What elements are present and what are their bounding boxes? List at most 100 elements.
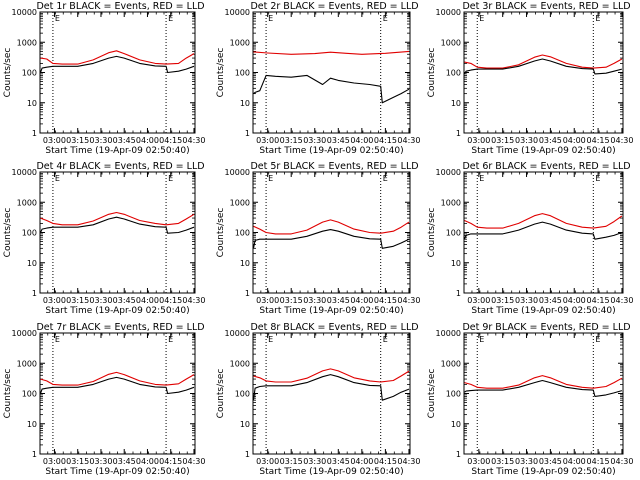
y-tick-label: 100 — [22, 390, 37, 399]
x-tick-label: 04:15 — [159, 457, 182, 466]
x-tick-label: 03:30 — [515, 457, 538, 466]
events-series-line — [463, 221, 623, 240]
y-axis-label: Counts/sec — [3, 208, 13, 258]
x-tick-label: 04:15 — [374, 296, 397, 305]
y-tick-label: 10000 — [436, 8, 461, 17]
x-tick-label: 04:00 — [350, 296, 373, 305]
y-tick-label: 1 — [245, 129, 250, 138]
x-axis-label: Start Time (19-Apr-09 02:50:40) — [259, 306, 403, 316]
x-tick-label: 03:15 — [491, 136, 514, 145]
x-tick-label: 04:00 — [350, 136, 373, 145]
x-tick-label: 03:15 — [66, 136, 89, 145]
x-tick-label: 03:00 — [43, 136, 66, 145]
event-marker-label: E — [268, 335, 273, 344]
x-axis-label: Start Time (19-Apr-09 02:50:40) — [259, 146, 403, 156]
detector-panel: Det 5r BLACK = Events, RED = LLD 1 10 100 10… — [216, 161, 420, 316]
panel-title: Det 2r BLACK = Events, RED = LLD — [250, 1, 418, 12]
event-marker-label: E — [479, 174, 484, 183]
event-marker-label: E — [55, 335, 60, 344]
x-axis-label: Start Time (19-Apr-09 02:50:40) — [45, 306, 189, 316]
plot-frame — [463, 171, 624, 294]
x-tick-label: 04:30 — [397, 296, 420, 305]
x-tick-label: 03:30 — [515, 296, 538, 305]
event-marker-label: E — [168, 335, 173, 344]
x-tick-label: 03:15 — [66, 457, 89, 466]
lld-series-line — [40, 211, 195, 226]
detector-panel: Det 3r BLACK = Events, RED = LLD 1 10 100 10… — [427, 1, 633, 156]
y-tick-label: 1000 — [17, 359, 37, 368]
events-series-line — [464, 58, 623, 75]
panel-title: Det 7r BLACK = Events, RED = LLD — [36, 322, 204, 333]
x-tick-label: 04:00 — [136, 296, 159, 305]
y-axis-label: Counts/sec — [216, 369, 226, 419]
x-tick-label: 04:00 — [350, 457, 373, 466]
x-tick-label: 03:00 — [256, 296, 279, 305]
x-tick-label: 04:00 — [563, 136, 586, 145]
y-tick-label: 100 — [446, 229, 461, 238]
x-tick-label: 03:30 — [303, 457, 326, 466]
x-tick-label: 03:15 — [280, 457, 303, 466]
x-tick-label: 03:30 — [303, 136, 326, 145]
y-tick-label: 1000 — [230, 38, 250, 47]
event-marker-label: E — [383, 14, 388, 23]
x-tick-label: 03:00 — [43, 457, 66, 466]
y-tick-label: 10000 — [12, 168, 37, 177]
y-tick-label: 1000 — [441, 38, 461, 47]
y-tick-label: 1 — [456, 129, 461, 138]
lld-series-line — [464, 213, 623, 229]
x-tick-label: 03:45 — [327, 136, 350, 145]
panel-title: Det 6r BLACK = Events, RED = LLD — [462, 161, 630, 172]
events-series-line — [39, 55, 195, 74]
plot-frame — [463, 11, 624, 134]
y-tick-label: 10 — [240, 99, 250, 108]
events-series-line — [39, 376, 195, 395]
detector-panel: Det 7r BLACK = Events, RED = LLD 1 10 100 10… — [3, 322, 205, 477]
lld-series-line — [40, 50, 195, 65]
x-tick-label: 04:00 — [136, 136, 159, 145]
y-axis-label: Counts/sec — [427, 208, 437, 258]
y-tick-label: 1000 — [441, 198, 461, 207]
event-marker-label: E — [595, 174, 600, 183]
x-axis-label: Start Time (19-Apr-09 02:50:40) — [45, 467, 189, 477]
events-series-line — [464, 379, 623, 397]
panel-title: Det 5r BLACK = Events, RED = LLD — [250, 161, 418, 172]
detector-panel: Det 2r BLACK = Events, RED = LLD 1 10 100 10… — [216, 1, 420, 156]
event-marker-label: E — [168, 14, 173, 23]
x-tick-label: 03:00 — [256, 136, 279, 145]
y-tick-label: 10 — [451, 99, 461, 108]
x-tick-label: 03:45 — [113, 296, 136, 305]
event-marker-label: E — [268, 14, 273, 23]
x-tick-label: 04:15 — [159, 296, 182, 305]
y-tick-label: 1 — [245, 450, 250, 459]
x-tick-label: 03:00 — [43, 296, 66, 305]
x-tick-label: 03:00 — [467, 296, 490, 305]
y-tick-label: 1 — [32, 450, 37, 459]
y-tick-label: 1 — [456, 450, 461, 459]
y-tick-label: 10000 — [436, 168, 461, 177]
detector-panel: Det 8r BLACK = Events, RED = LLD 1 10 100 10… — [216, 322, 420, 477]
event-marker-label: E — [55, 174, 60, 183]
x-tick-label: 03:30 — [89, 457, 112, 466]
x-tick-label: 03:45 — [539, 136, 562, 145]
x-axis-label: Start Time (19-Apr-09 02:50:40) — [471, 467, 615, 477]
y-tick-label: 10 — [451, 420, 461, 429]
x-tick-label: 03:45 — [113, 457, 136, 466]
plot-frame — [463, 332, 624, 455]
detector-panel: Det 1r BLACK = Events, RED = LLD 1 10 100 10… — [3, 1, 205, 156]
y-tick-label: 10 — [451, 259, 461, 268]
y-axis-label: Counts/sec — [3, 369, 13, 419]
event-marker-label: E — [268, 174, 273, 183]
y-tick-label: 10 — [27, 99, 37, 108]
x-tick-label: 04:30 — [182, 457, 205, 466]
y-tick-label: 10000 — [225, 329, 250, 338]
y-axis-label: Counts/sec — [3, 48, 13, 98]
event-marker-label: E — [55, 14, 60, 23]
x-tick-label: 03:15 — [280, 136, 303, 145]
x-tick-label: 04:30 — [182, 296, 205, 305]
events-series-line — [40, 216, 195, 234]
y-tick-label: 100 — [235, 229, 250, 238]
lld-series-line — [253, 219, 410, 235]
x-tick-label: 04:15 — [374, 457, 397, 466]
lld-series-line — [464, 54, 623, 69]
